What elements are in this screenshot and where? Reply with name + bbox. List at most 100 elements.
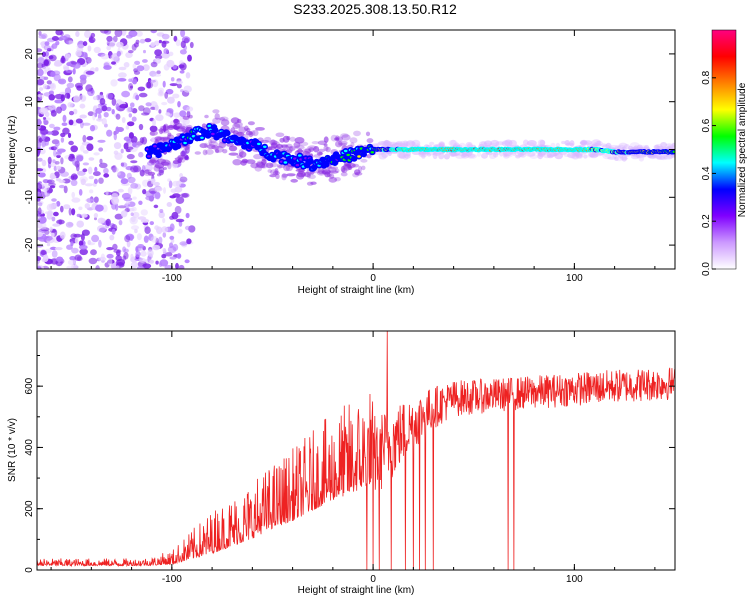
ridge-core — [147, 155, 151, 158]
noise-blob — [73, 108, 78, 115]
noise-blob — [37, 168, 44, 172]
snr-ylabel: SNR (10 * v/v) — [7, 418, 18, 482]
halo-blob — [258, 161, 269, 169]
halo-blob — [282, 135, 290, 143]
noise-blob — [41, 51, 47, 58]
halo-blob — [378, 153, 387, 160]
halo-blob — [382, 141, 389, 145]
noise-blob — [79, 248, 88, 256]
noise-blob — [49, 226, 53, 232]
ridge-core — [176, 145, 180, 148]
noise-blob — [97, 139, 106, 143]
noise-blob — [60, 171, 69, 177]
halo-blob — [275, 173, 280, 179]
noise-blob — [179, 241, 188, 246]
noise-blob — [179, 110, 187, 117]
halo-blob — [553, 152, 558, 157]
halo-blob — [182, 115, 190, 120]
noise-blob — [106, 35, 113, 42]
halo-blob — [538, 151, 547, 156]
noise-blob — [117, 171, 121, 176]
halo-blob — [586, 143, 594, 147]
noise-blob — [56, 200, 61, 207]
halo-blob — [220, 119, 230, 126]
halo-blob — [250, 162, 259, 169]
ridge-core — [346, 153, 351, 157]
halo-blob — [310, 181, 317, 185]
noise-blob — [44, 117, 51, 121]
ridge-core — [200, 136, 204, 139]
noise-blob — [106, 129, 113, 137]
noise-blob — [136, 233, 142, 241]
noise-blob — [114, 30, 123, 37]
noise-blob — [168, 51, 174, 57]
noise-blob — [88, 257, 98, 265]
noise-blob — [181, 192, 190, 198]
noise-blob — [85, 70, 95, 75]
halo-blob — [334, 177, 341, 182]
noise-blob — [86, 197, 96, 204]
halo-blob — [316, 151, 323, 156]
noise-blob — [124, 235, 131, 243]
noise-blob — [52, 159, 56, 164]
halo-blob — [245, 159, 256, 164]
noise-blob — [49, 83, 55, 89]
noise-blob — [138, 92, 148, 98]
noise-blob — [88, 37, 96, 43]
noise-blob — [120, 178, 129, 185]
noise-blob — [40, 227, 50, 232]
noise-blob — [41, 141, 46, 148]
noise-blob — [116, 50, 122, 57]
halo-blob — [349, 137, 358, 144]
halo-blob — [267, 169, 273, 173]
noise-blob — [129, 85, 133, 89]
halo-blob — [241, 158, 248, 164]
halo-blob — [149, 131, 156, 136]
halo-blob — [388, 141, 398, 146]
noise-blob — [165, 112, 170, 116]
noise-blob — [112, 35, 118, 43]
noise-blob — [135, 30, 143, 37]
noise-blob — [101, 105, 108, 112]
noise-blob — [115, 126, 120, 134]
noise-blob — [101, 118, 108, 125]
noise-blob — [95, 265, 100, 269]
noise-blob — [134, 60, 141, 65]
noise-blob — [76, 155, 84, 162]
halo-blob — [204, 114, 209, 119]
noise-blob — [56, 106, 62, 114]
noise-blob — [135, 94, 140, 101]
halo-blob — [270, 142, 278, 149]
noise-blob — [145, 190, 154, 198]
snr-frame — [36, 330, 676, 571]
noise-blob — [79, 94, 87, 103]
noise-blob — [51, 198, 57, 202]
y-tick-label: 20 — [24, 48, 35, 60]
noise-blob — [74, 237, 79, 244]
noise-blob — [161, 40, 167, 48]
noise-blob — [158, 236, 163, 244]
halo-blob — [323, 145, 329, 151]
noise-blob — [81, 51, 88, 58]
noise-blob — [40, 250, 47, 256]
halo-blob — [637, 153, 647, 158]
noise-blob — [152, 244, 161, 251]
ridge-core — [148, 151, 152, 154]
halo-blob — [177, 154, 185, 159]
noise-blob — [153, 181, 160, 187]
halo-blob — [604, 153, 611, 158]
noise-blob — [103, 112, 109, 118]
halo-blob — [147, 171, 156, 176]
noise-blob — [89, 125, 96, 132]
halo-blob — [239, 151, 247, 158]
noise-blob — [37, 191, 42, 198]
snr-panel: -100 0 100 0 200 400 600 Height of straight li… — [7, 330, 676, 596]
noise-blob — [53, 203, 58, 208]
noise-blob — [98, 147, 104, 152]
halo-blob — [405, 140, 416, 148]
noise-blob — [52, 223, 61, 227]
noise-blob — [139, 169, 145, 177]
noise-blob — [123, 197, 133, 202]
halo-blob — [665, 143, 674, 147]
noise-blob — [154, 58, 161, 64]
